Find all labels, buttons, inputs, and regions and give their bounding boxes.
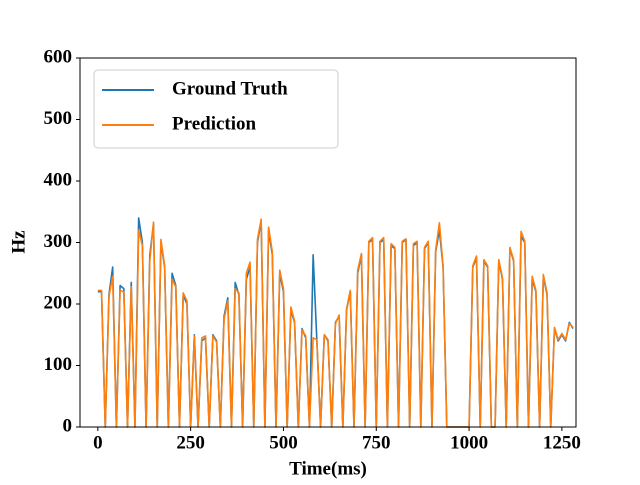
y-tick-label: 500 xyxy=(44,108,73,129)
x-tick-label: 250 xyxy=(176,432,205,453)
x-tick-label: 1000 xyxy=(450,432,488,453)
legend-box xyxy=(93,69,339,149)
y-tick-label: 600 xyxy=(44,46,73,67)
y-tick-label: 400 xyxy=(44,169,73,190)
y-tick-label: 300 xyxy=(44,231,73,252)
y-tick-label: 200 xyxy=(44,292,73,313)
legend-label: Ground Truth xyxy=(172,78,288,99)
x-tick-label: 500 xyxy=(269,432,298,453)
y-tick-label: 100 xyxy=(44,354,73,375)
x-tick-label: 0 xyxy=(93,432,103,453)
x-tick-label: 1250 xyxy=(543,432,581,453)
y-axis-label: Hz xyxy=(8,230,29,254)
x-tick-label: 750 xyxy=(362,432,391,453)
legend-label: Prediction xyxy=(172,113,257,134)
y-tick-label: 0 xyxy=(63,415,73,436)
series-line xyxy=(97,218,574,428)
x-axis-label: Time(ms) xyxy=(289,458,367,479)
